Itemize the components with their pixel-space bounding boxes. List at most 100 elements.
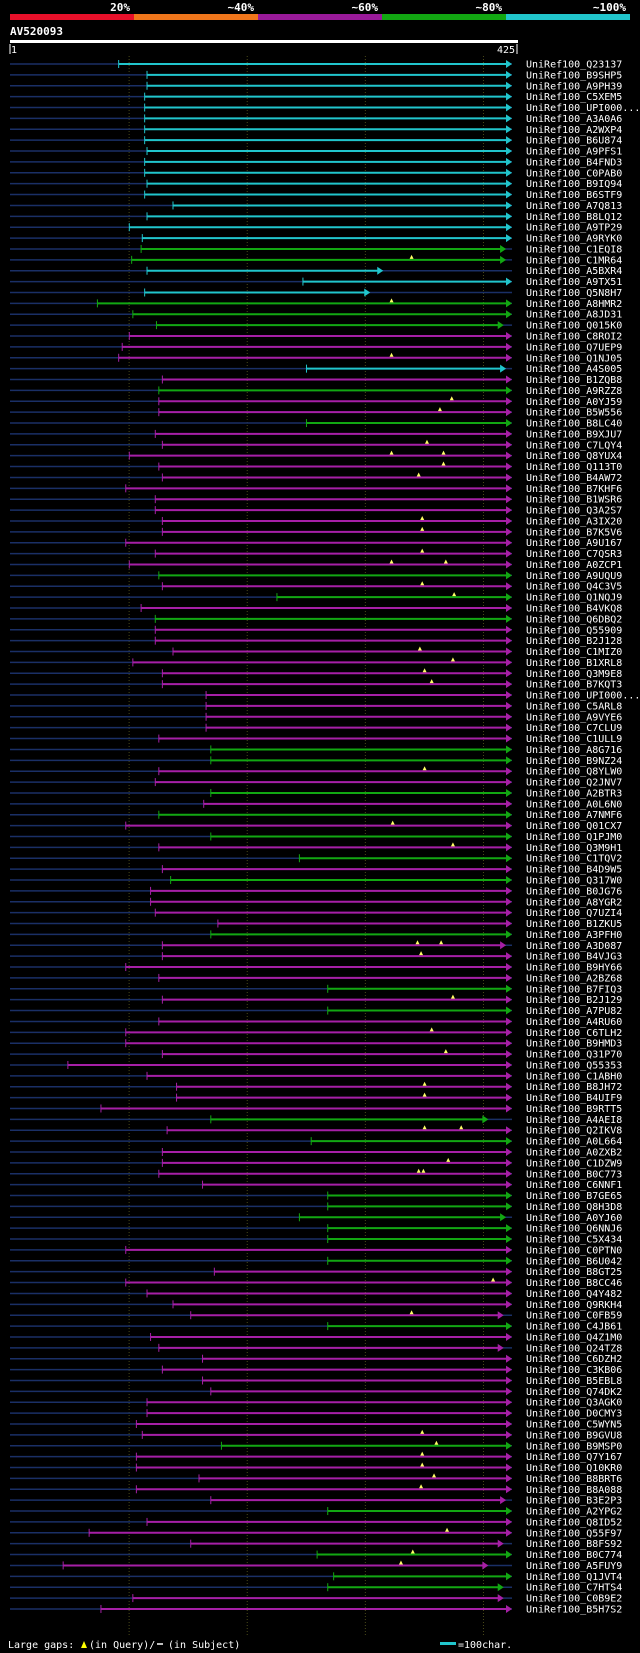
hit-row[interactable]: UniRef100_Q317W0 <box>10 876 622 887</box>
hit-row[interactable]: UniRef100_B5W556 <box>10 407 622 419</box>
hit-row[interactable]: UniRef100_Q1PJM0 <box>10 832 622 843</box>
hit-row[interactable]: UniRef100_B8CC46 <box>10 1277 622 1290</box>
hit-row[interactable]: UniRef100_C5XEM5 <box>10 92 622 103</box>
hit-label[interactable]: UniRef100_Q7UZI4 <box>526 908 622 919</box>
hit-row[interactable]: UniRef100_A9PH39 <box>10 81 622 92</box>
hit-row[interactable]: UniRef100_C0PAB0 <box>10 168 622 179</box>
hit-row[interactable]: UniRef100_UPI000... <box>10 103 640 114</box>
hit-row[interactable]: UniRef100_B7FIQ3 <box>10 984 622 995</box>
hit-label[interactable]: UniRef100_A4S005 <box>526 364 622 375</box>
hit-row[interactable]: UniRef100_Q2JNV7 <box>10 778 622 789</box>
hit-label[interactable]: UniRef100_B7FIQ3 <box>526 984 622 995</box>
hit-label[interactable]: UniRef100_C7CLU9 <box>526 723 622 734</box>
hit-row[interactable]: UniRef100_B7GE65 <box>10 1191 622 1202</box>
hit-label[interactable]: UniRef100_B0JG76 <box>526 886 622 897</box>
hit-label[interactable]: UniRef100_B9SHP5 <box>526 70 622 81</box>
hit-row[interactable]: UniRef100_Q7Y167 <box>10 1451 622 1464</box>
hit-label[interactable]: UniRef100_Q8H3D8 <box>526 1202 622 1213</box>
hit-label[interactable]: UniRef100_Q113T0 <box>526 462 622 473</box>
hit-row[interactable]: UniRef100_B9RTT5 <box>10 1104 622 1115</box>
hit-label[interactable]: UniRef100_C1ULL9 <box>526 734 622 745</box>
hit-label[interactable]: UniRef100_C0PTN0 <box>526 1245 622 1256</box>
hit-row[interactable]: UniRef100_B6STF9 <box>10 190 622 201</box>
hit-label[interactable]: UniRef100_Q4Z1M0 <box>526 1332 622 1343</box>
hit-row[interactable]: UniRef100_A9PFS1 <box>10 147 622 158</box>
hit-label[interactable]: UniRef100_B1ZKU5 <box>526 919 622 930</box>
hit-row[interactable]: UniRef100_A4RU60 <box>10 1017 622 1028</box>
hit-label[interactable]: UniRef100_A9PFS1 <box>526 147 622 158</box>
hit-label[interactable]: UniRef100_C5XEM5 <box>526 92 622 103</box>
hit-row[interactable]: UniRef100_Q113T0 <box>10 461 622 474</box>
hit-row[interactable]: UniRef100_A9RYK0 <box>10 234 622 245</box>
hit-label[interactable]: UniRef100_A5BXR4 <box>526 266 622 277</box>
hit-label[interactable]: UniRef100_C1ABH0 <box>526 1071 622 1082</box>
hit-label[interactable]: UniRef100_A7NMF6 <box>526 810 622 821</box>
hit-row[interactable]: UniRef100_Q3A2S7 <box>10 506 622 517</box>
hit-label[interactable]: UniRef100_B9HY66 <box>526 963 622 974</box>
hit-row[interactable]: UniRef100_B3E2P3 <box>10 1496 622 1507</box>
hit-row[interactable]: UniRef100_Q1NQJ9 <box>10 592 622 604</box>
hit-row[interactable]: UniRef100_C6DZH2 <box>10 1354 622 1365</box>
hit-row[interactable]: UniRef100_B1ZQB8 <box>10 375 622 386</box>
hit-row[interactable]: UniRef100_A3PFH0 <box>10 930 622 941</box>
hit-row[interactable]: UniRef100_A8YGR2 <box>10 897 622 908</box>
hit-label[interactable]: UniRef100_B8BRT6 <box>526 1474 622 1485</box>
hit-label[interactable]: UniRef100_C3KB06 <box>526 1365 622 1376</box>
hit-row[interactable]: UniRef100_B4AW72 <box>10 472 622 484</box>
hit-row[interactable]: UniRef100_A9U167 <box>10 538 622 549</box>
hit-label[interactable]: UniRef100_A7PU82 <box>526 1006 622 1017</box>
hit-row[interactable]: UniRef100_B7KHF6 <box>10 484 622 495</box>
hit-row[interactable]: UniRef100_B4VKQ8 <box>10 604 622 615</box>
hit-row[interactable]: UniRef100_Q5N8H7 <box>10 288 622 299</box>
hit-label[interactable]: UniRef100_A9RYK0 <box>526 234 622 245</box>
hit-label[interactable]: UniRef100_B9HMD3 <box>526 1039 622 1050</box>
hit-label[interactable]: UniRef100_A8YGR2 <box>526 897 622 908</box>
hit-label[interactable]: UniRef100_A0ZXB2 <box>526 1148 622 1159</box>
hit-row[interactable]: UniRef100_C1ULL9 <box>10 734 622 745</box>
hit-label[interactable]: UniRef100_Q5N8H7 <box>526 288 622 299</box>
hit-row[interactable]: UniRef100_Q74DK2 <box>10 1387 622 1398</box>
hit-row[interactable]: UniRef100_Q8YUX4 <box>10 450 622 463</box>
hit-label[interactable]: UniRef100_B1XRL8 <box>526 658 622 669</box>
hit-label[interactable]: UniRef100_B0C773 <box>526 1169 622 1180</box>
hit-label[interactable]: UniRef100_C1MIZ0 <box>526 647 622 658</box>
hit-row[interactable]: UniRef100_B0C774 <box>10 1549 622 1562</box>
hit-row[interactable]: UniRef100_Q015K0 <box>10 321 622 332</box>
hit-row[interactable]: UniRef100_B9MSP0 <box>10 1440 622 1453</box>
hit-label[interactable]: UniRef100_C1TQV2 <box>526 854 622 865</box>
hit-label[interactable]: UniRef100_A2BZ68 <box>526 973 622 984</box>
hit-row[interactable]: UniRef100_A2BTR3 <box>10 788 622 799</box>
hit-row[interactable]: UniRef100_B9XJU7 <box>10 429 622 440</box>
hit-label[interactable]: UniRef100_Q1JVT4 <box>526 1572 622 1583</box>
hit-row[interactable]: UniRef100_B5EBL8 <box>10 1376 622 1387</box>
hit-label[interactable]: UniRef100_B4UIF9 <box>526 1093 622 1104</box>
hit-row[interactable]: UniRef100_C6NNF1 <box>10 1180 622 1191</box>
hit-label[interactable]: UniRef100_B2J128 <box>526 636 622 647</box>
hit-label[interactable]: UniRef100_B6U042 <box>526 1256 622 1267</box>
hit-row[interactable]: UniRef100_C7LQY4 <box>10 439 622 452</box>
hit-label[interactable]: UniRef100_Q7UEP9 <box>526 342 622 353</box>
hit-row[interactable]: UniRef100_C1MR64 <box>10 254 622 267</box>
hit-label[interactable]: UniRef100_Q4Y482 <box>526 1289 622 1300</box>
hit-label[interactable]: UniRef100_C0PAB0 <box>526 168 622 179</box>
hit-label[interactable]: UniRef100_B4FND3 <box>526 157 622 168</box>
hit-row[interactable]: UniRef100_Q6NNJ6 <box>10 1224 622 1235</box>
hit-row[interactable]: UniRef100_A7PU82 <box>10 1006 622 1017</box>
hit-row[interactable]: UniRef100_A5BXR4 <box>10 266 622 277</box>
hit-row[interactable]: UniRef100_A2BZ68 <box>10 973 622 984</box>
hit-row[interactable]: UniRef100_B8LC40 <box>10 419 622 430</box>
hit-row[interactable]: UniRef100_B6U874 <box>10 136 622 147</box>
hit-label[interactable]: UniRef100_B5H7S2 <box>526 1604 622 1615</box>
hit-label[interactable]: UniRef100_Q8YUX4 <box>526 451 622 462</box>
hit-label[interactable]: UniRef100_A5FUY9 <box>526 1561 622 1572</box>
hit-label[interactable]: UniRef100_Q01CX7 <box>526 821 622 832</box>
hit-row[interactable]: UniRef100_Q55F97 <box>10 1527 622 1540</box>
hit-row[interactable]: UniRef100_C1DZW9 <box>10 1157 622 1170</box>
hit-row[interactable]: UniRef100_Q9RKH4 <box>10 1300 622 1311</box>
hit-row[interactable]: UniRef100_B2J129 <box>10 994 622 1007</box>
hit-label[interactable]: UniRef100_A4AEI8 <box>526 1115 622 1126</box>
hit-label[interactable]: UniRef100_A2BTR3 <box>526 788 622 799</box>
hit-row[interactable]: UniRef100_C5WYN5 <box>10 1420 622 1431</box>
hit-row[interactable]: UniRef100_A0ZCP1 <box>10 559 622 571</box>
hit-row[interactable]: UniRef100_Q23137 <box>10 60 622 71</box>
